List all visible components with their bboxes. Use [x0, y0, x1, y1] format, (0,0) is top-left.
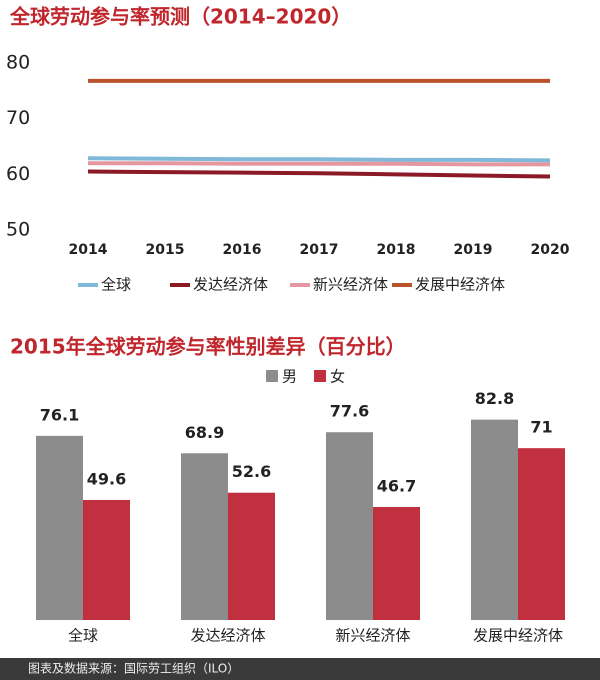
- source: 图表及数据来源：国际劳工组织（ILO）: [28, 661, 239, 676]
- legend-label: 全球: [101, 276, 131, 294]
- x-tick-label: 全球: [68, 627, 98, 645]
- y-tick-label: 70: [6, 107, 30, 129]
- line: [88, 161, 550, 167]
- x-tick-label: 2016: [223, 242, 262, 258]
- legend-label: 发展中经济体: [415, 276, 505, 294]
- x-tick-label: 发达经济体: [190, 627, 265, 645]
- x-tick-label: 2014: [69, 242, 108, 258]
- x-tick-label: 2020: [531, 242, 570, 258]
- x-tick-label: 2019: [454, 242, 493, 258]
- bar: [326, 432, 373, 620]
- legend-swatch: [266, 370, 278, 382]
- bar: [471, 419, 518, 620]
- bar: [228, 492, 275, 620]
- x-tick-label: 2017: [300, 242, 339, 258]
- bar: [373, 506, 420, 620]
- x-tick-label: 2015: [146, 242, 185, 258]
- x-tick-label: 发展中经济体: [473, 627, 563, 645]
- value-label: 68.9: [185, 423, 224, 442]
- x-tick-label: 2018: [377, 242, 416, 258]
- value-label: 49.6: [87, 469, 126, 488]
- value-label: 82.8: [475, 389, 514, 408]
- legend-swatch: [314, 370, 326, 382]
- bar: [181, 453, 228, 620]
- footer-bar: [0, 658, 600, 680]
- legend-label: 男: [282, 368, 297, 386]
- legend-label: 新兴经济体: [313, 276, 388, 294]
- bar: [83, 499, 130, 620]
- value-label: 76.1: [40, 405, 79, 424]
- line-chart-title: 全球劳动参与率预测（2014–2020）: [9, 5, 351, 29]
- line: [87, 169, 551, 179]
- bar: [36, 435, 83, 620]
- bar: [518, 448, 565, 620]
- x-tick-label: 新兴经济体: [335, 627, 410, 645]
- y-tick-label: 50: [6, 219, 30, 241]
- value-label: 46.7: [377, 476, 416, 495]
- legend-label: 发达经济体: [193, 276, 268, 294]
- value-label: 52.6: [232, 462, 271, 481]
- y-tick-label: 60: [6, 163, 30, 185]
- legend-label: 女: [330, 368, 345, 386]
- value-label: 77.6: [330, 402, 369, 421]
- line: [87, 156, 551, 163]
- value-label: 71: [530, 418, 552, 437]
- bar-chart-title: 2015年全球劳动参与率性别差异（百分比）: [10, 335, 406, 359]
- y-tick-label: 80: [6, 52, 30, 74]
